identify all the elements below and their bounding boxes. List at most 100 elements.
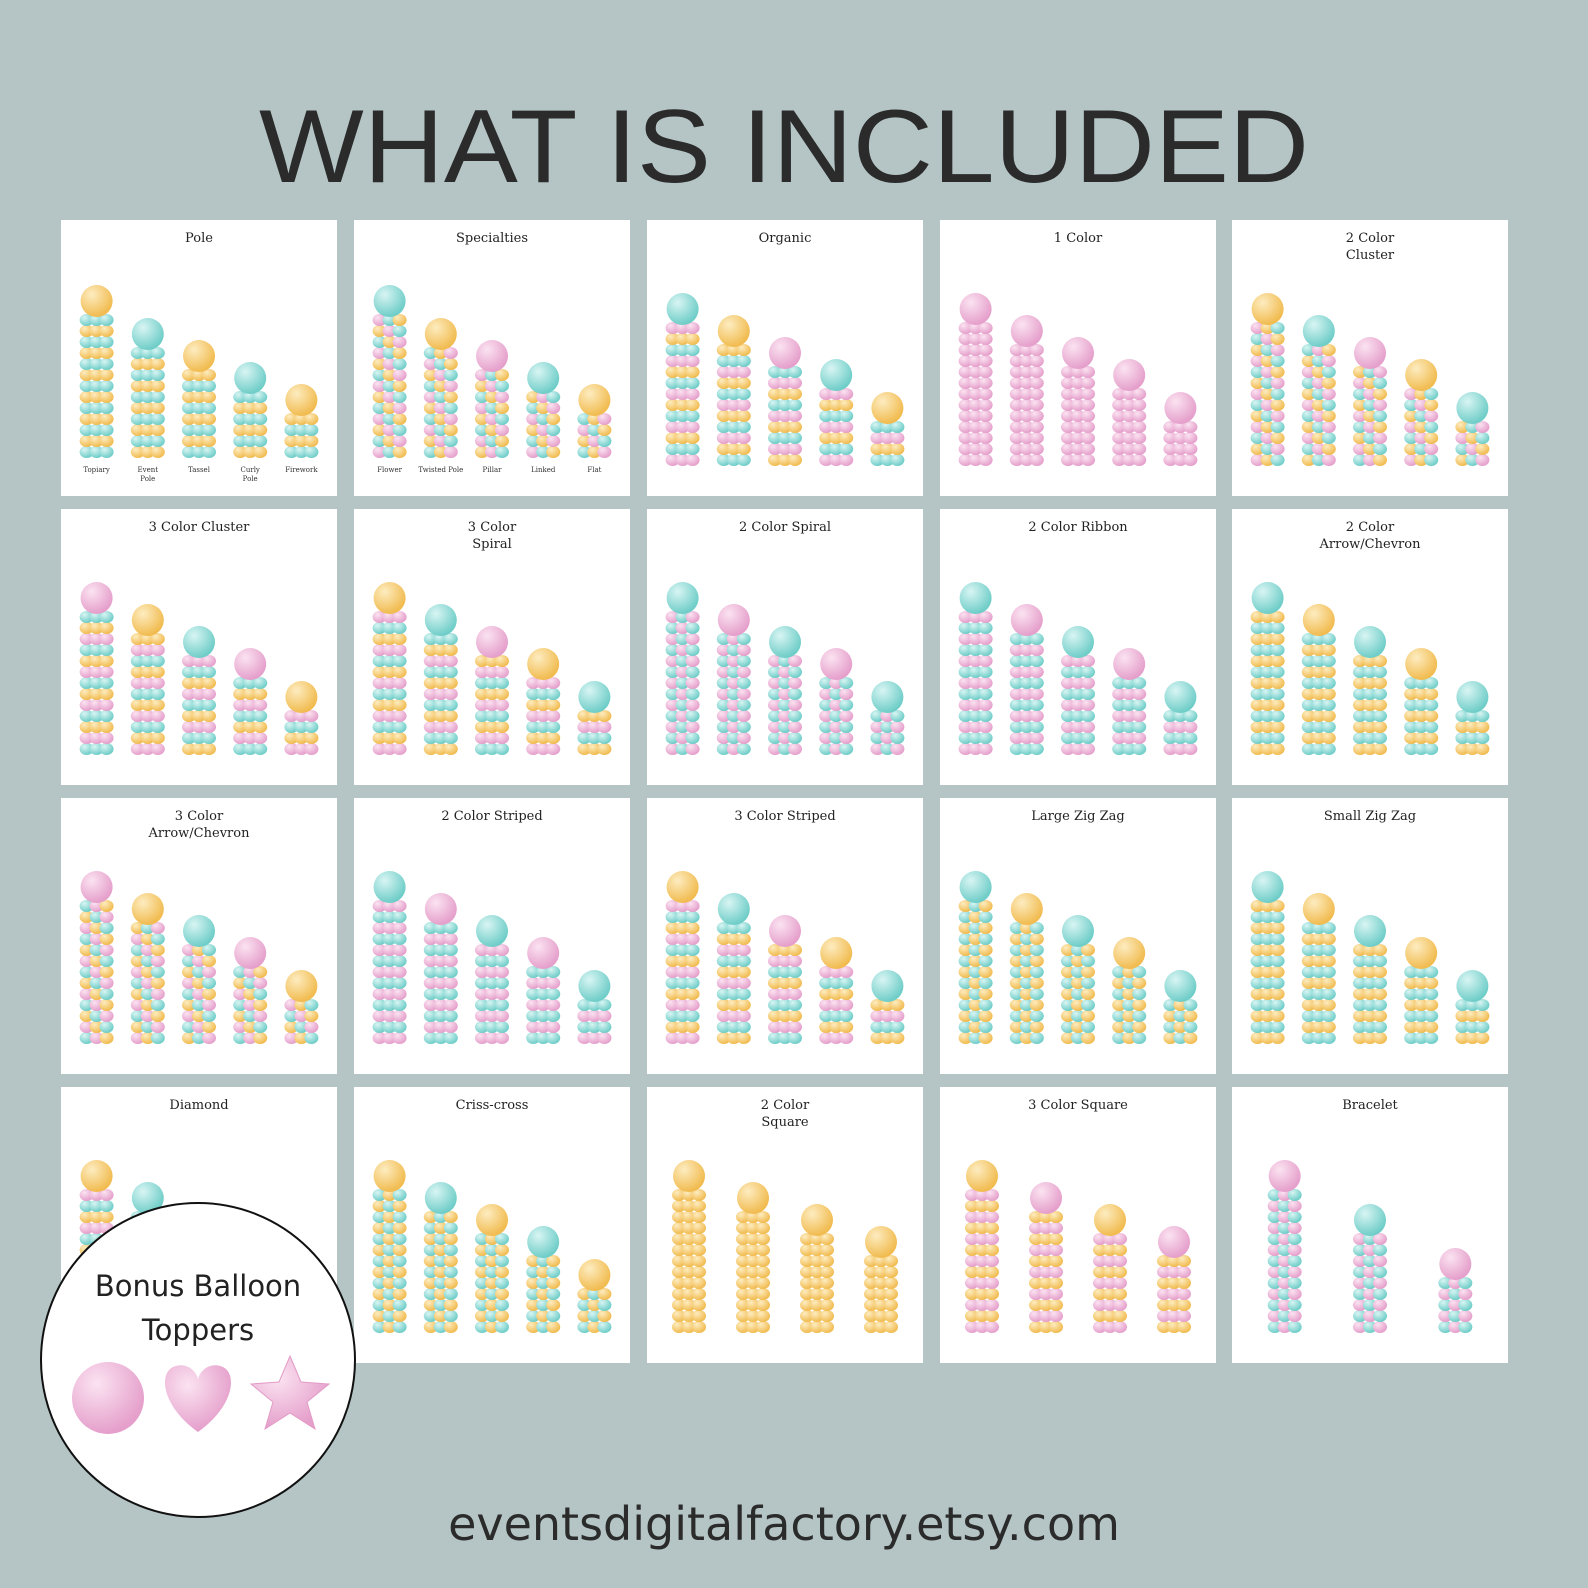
balloon: [485, 413, 499, 425]
balloon: [1414, 399, 1429, 411]
balloon: [968, 377, 983, 389]
balloon: [1029, 432, 1044, 444]
balloon: [1029, 743, 1044, 755]
balloon: [1081, 399, 1095, 411]
balloon: [870, 721, 885, 733]
balloon: [829, 988, 844, 1000]
balloon: [233, 721, 248, 733]
balloon: [736, 655, 751, 667]
balloon: [1122, 988, 1137, 1000]
balloon: [372, 1321, 387, 1333]
balloon: [1029, 655, 1044, 667]
balloon: [382, 677, 397, 689]
balloon: [726, 966, 741, 978]
balloon: [1029, 922, 1044, 934]
balloon: [675, 710, 690, 722]
balloon: [1455, 1021, 1470, 1033]
balloon: [475, 721, 489, 733]
balloon: [233, 402, 248, 414]
balloon: [692, 1200, 706, 1212]
balloon: [495, 955, 509, 967]
balloon: [433, 922, 448, 934]
balloon: [968, 410, 983, 422]
balloon: [1277, 1299, 1292, 1311]
balloon: [746, 1222, 760, 1234]
balloon: [985, 1222, 999, 1234]
topper-balloon: [234, 362, 267, 394]
balloon: [726, 366, 741, 378]
balloon: [1363, 966, 1377, 978]
balloon: [829, 966, 844, 978]
balloon: [768, 655, 782, 667]
balloon: [968, 432, 983, 444]
card-title: Bracelet: [1342, 1098, 1398, 1113]
card: 2 Color Striped: [354, 798, 630, 1074]
balloon: [1260, 922, 1275, 934]
balloon: [716, 710, 731, 722]
balloon: [495, 380, 509, 392]
balloon: [382, 933, 397, 945]
topper-balloon: [285, 384, 318, 416]
balloon: [839, 454, 854, 466]
balloon: [443, 1233, 458, 1245]
balloon: [1029, 1321, 1043, 1333]
balloon: [382, 1310, 397, 1322]
balloon: [1321, 743, 1336, 755]
balloon: [433, 944, 448, 956]
balloon: [536, 435, 551, 447]
balloon: [1455, 1032, 1470, 1044]
balloon: [1424, 999, 1439, 1011]
balloon: [819, 399, 834, 411]
balloon: [243, 966, 258, 978]
balloon: [233, 999, 248, 1011]
balloon: [1404, 988, 1419, 1000]
balloon: [1373, 1233, 1387, 1245]
balloon: [382, 977, 397, 989]
balloon: [1363, 399, 1377, 411]
balloon: [756, 1255, 770, 1267]
balloon: [1287, 1244, 1302, 1256]
balloon: [1019, 443, 1034, 455]
balloon: [665, 333, 680, 345]
balloon: [382, 900, 397, 912]
balloon: [150, 347, 165, 359]
balloon: [1301, 655, 1316, 667]
balloon: [392, 1021, 407, 1033]
balloon: [372, 1255, 387, 1267]
balloon: [475, 1255, 489, 1267]
column-label: Pillar: [483, 466, 503, 474]
balloon: [1267, 1222, 1282, 1234]
balloon: [1277, 1310, 1292, 1322]
balloon: [1270, 355, 1285, 367]
balloon: [443, 1310, 458, 1322]
balloon: [1250, 966, 1265, 978]
balloon: [1132, 421, 1147, 433]
balloon: [716, 988, 731, 1000]
balloon: [1039, 1299, 1053, 1311]
balloon: [1029, 1255, 1043, 1267]
balloon: [1270, 644, 1285, 656]
balloon: [475, 944, 489, 956]
balloon: [433, 446, 448, 458]
balloon: [1373, 655, 1387, 667]
balloon: [1424, 432, 1439, 444]
balloon: [726, 688, 741, 700]
balloon: [870, 1032, 885, 1044]
balloon: [1270, 333, 1285, 345]
balloon: [685, 611, 700, 623]
balloon: [1270, 1021, 1285, 1033]
balloon: [1363, 977, 1377, 989]
balloon: [1029, 1277, 1043, 1289]
balloon: [130, 358, 145, 370]
balloon: [372, 413, 387, 425]
balloon: [839, 432, 854, 444]
balloon: [978, 655, 993, 667]
balloon: [526, 677, 541, 689]
balloon: [1250, 900, 1265, 912]
balloon: [675, 966, 690, 978]
balloon: [1112, 399, 1127, 411]
balloon: [726, 922, 741, 934]
balloon: [392, 358, 407, 370]
balloon: [1301, 933, 1316, 945]
